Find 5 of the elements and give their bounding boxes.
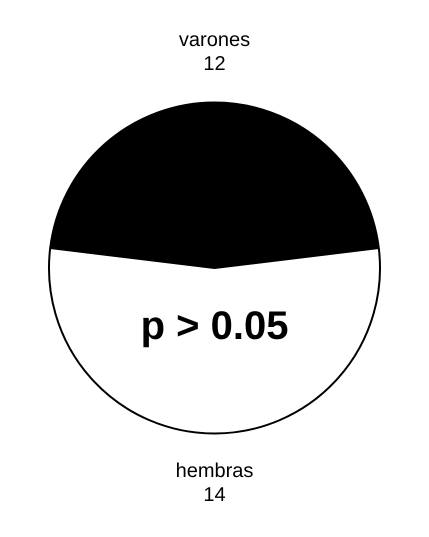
data-label: 12: [203, 53, 226, 76]
slice-label: hembras: [176, 460, 254, 482]
slice-label: varones: [178, 29, 250, 52]
data-label: 14: [203, 484, 226, 506]
text: p > 0.05: [140, 304, 288, 348]
